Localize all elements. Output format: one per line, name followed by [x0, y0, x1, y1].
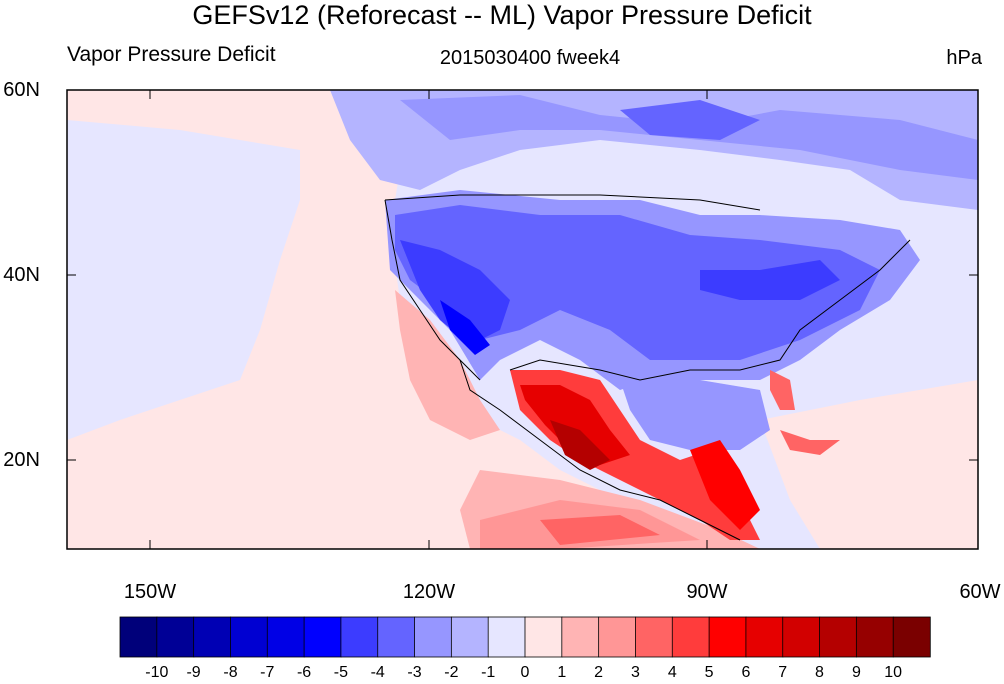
colorbar-swatch — [855, 616, 894, 658]
units-label: hPa — [946, 47, 982, 69]
colorbar-tick-label: -6 — [296, 664, 312, 681]
colorbar-tick-label: 7 — [778, 664, 788, 681]
colorbar-swatch — [745, 616, 784, 658]
southern-band-4 — [540, 515, 660, 545]
east-dark-blue — [700, 260, 840, 300]
cuba-red — [780, 430, 840, 455]
colorbar-tick-label: 4 — [667, 664, 677, 681]
lat-label-40n: 40N — [3, 264, 40, 286]
colorbar-tick-label: -4 — [370, 664, 385, 681]
colorbar-swatch — [635, 616, 673, 658]
colorbar-tick-label: 1 — [557, 664, 567, 681]
colorbar-tick-label: 9 — [851, 664, 861, 681]
colorbar-tick-label: 2 — [594, 664, 604, 681]
colorbar-tick-label: 3 — [631, 664, 640, 681]
colorbar-swatch — [193, 616, 232, 658]
colorbar-swatch — [156, 616, 195, 658]
lon-label-60w: 60W — [959, 581, 1001, 603]
colorbar-swatch — [450, 616, 489, 658]
colorbar-swatch — [708, 616, 747, 658]
colorbar-tick-label: -1 — [481, 664, 496, 681]
axis-ticks — [67, 90, 978, 549]
colorbar-swatch — [230, 616, 268, 658]
mexico-darkest — [550, 420, 610, 470]
caribbean-pink-region — [760, 380, 978, 549]
map-frame — [66, 89, 979, 550]
socal-darkest — [440, 300, 490, 355]
lon-label-150w: 150W — [123, 581, 177, 603]
colorbar-swatch — [340, 616, 379, 658]
colorbar-swatch — [782, 616, 821, 658]
colorbar-tick-label: 10 — [884, 664, 903, 681]
colorbar-swatch — [671, 616, 710, 658]
colorbar-swatch — [377, 616, 416, 658]
colorbar-tick-label: -9 — [186, 664, 201, 681]
colorbar-tick-label: -10 — [145, 664, 169, 681]
colorbar-swatch — [266, 616, 305, 658]
colorbar-tick-label: -8 — [223, 664, 238, 681]
colorbar-tick-label: 5 — [704, 664, 714, 681]
conus-blue-mid — [395, 205, 880, 360]
colorbar-tick-label: 6 — [741, 664, 751, 681]
colorbar-tick-label: -7 — [260, 664, 275, 681]
baja-offshore-band — [395, 290, 500, 440]
colorbar — [119, 616, 931, 658]
coastlines — [384, 194, 911, 541]
north-dark-patch — [620, 100, 760, 140]
lon-label-120w: 120W — [402, 581, 456, 603]
colorbar-swatch — [487, 616, 526, 658]
colorbar-swatch — [892, 616, 931, 658]
colorbar-swatch — [598, 616, 637, 658]
lon-label-90w: 90W — [686, 581, 728, 603]
central-america-red — [690, 440, 760, 530]
colorbar-swatch — [819, 616, 858, 658]
colorbar-tick-label: 0 — [520, 664, 530, 681]
florida-red — [770, 370, 795, 410]
colorbar-tick-label: -3 — [407, 664, 422, 681]
colorbar-tick-label: -5 — [333, 664, 348, 681]
lat-label-20n: 20N — [3, 449, 40, 471]
vpd-field — [67, 90, 978, 549]
colorbar-tick-label: -2 — [444, 664, 459, 681]
southwest-dark-blue — [400, 240, 510, 345]
gulf-blue — [620, 380, 770, 450]
colorbar-swatch — [561, 616, 600, 658]
colorbar-swatch — [524, 616, 563, 658]
map-title: GEFSv12 (Reforecast -- ML) Vapor Pressur… — [192, 0, 812, 30]
forecast-date-label: 2015030400 fweek4 — [439, 47, 621, 69]
colorbar-swatch — [414, 616, 453, 658]
pacific-pink-region — [67, 90, 760, 549]
colorbar-tick-label: 8 — [815, 664, 824, 681]
variable-label: Vapor Pressure Deficit — [67, 43, 276, 66]
colorbar-swatch — [303, 616, 342, 658]
lat-label-60n: 60N — [3, 79, 40, 101]
mexico-red-core — [520, 385, 630, 465]
colorbar-swatch — [119, 616, 158, 658]
